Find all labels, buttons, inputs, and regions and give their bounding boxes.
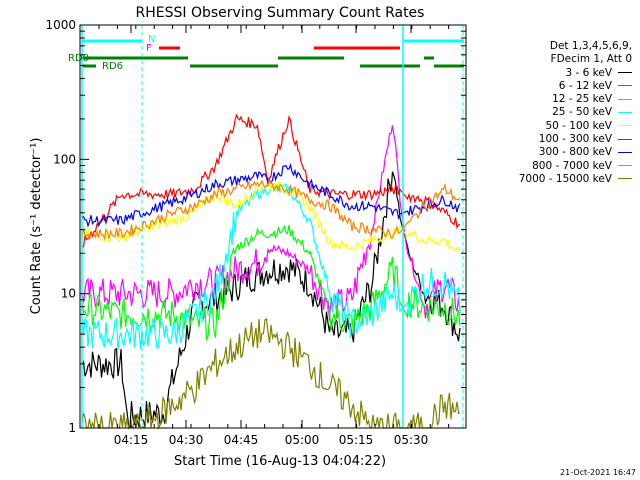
flag-bar xyxy=(404,39,464,43)
flag-label: RD0 xyxy=(68,53,89,64)
legend-label: 100 - 300 keV xyxy=(538,133,612,146)
x-axis-label: Start Time (16-Aug-13 04:04:22) xyxy=(174,454,386,469)
legend-rows: 3 - 6 keV 6 - 12 keV 12 - 25 keV 25 - 50 ke… xyxy=(462,67,632,187)
legend-label: 3 - 6 keV xyxy=(565,66,612,79)
legend-swatch xyxy=(618,151,632,153)
legend-item: 25 - 50 keV xyxy=(462,106,632,119)
legend-item: 800 - 7000 keV xyxy=(462,160,632,173)
series-line-1 xyxy=(81,125,461,321)
timestamp: 21-Oct-2021 16:47 xyxy=(560,468,636,477)
y-axis-label: Count Rate (s⁻¹ detector⁻¹) xyxy=(29,138,44,315)
series-line-2 xyxy=(81,224,461,342)
y-tick-label: 100 xyxy=(53,152,76,166)
x-tick-label: 05:15 xyxy=(339,433,374,447)
flag-bar xyxy=(82,39,142,43)
flag-bar xyxy=(82,64,96,68)
legend-swatch xyxy=(618,98,632,100)
legend-swatch xyxy=(618,165,632,167)
flag-bar xyxy=(190,64,278,68)
series-line-5 xyxy=(81,113,461,248)
legend-label: 12 - 25 keV xyxy=(552,93,612,106)
legend-item: 300 - 800 keV xyxy=(462,146,632,159)
legend-swatch xyxy=(618,125,632,127)
legend-header-line-2: FDecim 1, Att 0 xyxy=(550,53,632,66)
legend-item: 3 - 6 keV xyxy=(462,67,632,80)
legend-item: 6 - 12 keV xyxy=(462,80,632,93)
legend-label: 25 - 50 keV xyxy=(552,106,612,119)
series-line-0 xyxy=(81,171,461,429)
y-tick-label: 10 xyxy=(61,287,76,301)
plot-frame xyxy=(79,24,467,429)
y-tick-label: 1 xyxy=(68,421,76,435)
legend-swatch xyxy=(618,85,632,87)
x-tick-label: 05:00 xyxy=(285,433,320,447)
legend-swatch xyxy=(618,72,632,74)
series-line-6 xyxy=(81,162,461,228)
flag-label: N xyxy=(148,34,155,45)
legend-item: 50 - 100 keV xyxy=(462,120,632,133)
flag-bar xyxy=(159,46,180,50)
y-tick-label: 1000 xyxy=(45,18,76,32)
state-bars xyxy=(82,39,464,68)
x-tick-label: 05:30 xyxy=(394,433,429,447)
legend-item: 12 - 25 keV xyxy=(462,93,632,106)
flag-bar xyxy=(314,46,400,50)
x-tick-label: 04:15 xyxy=(114,433,149,447)
legend-label: 50 - 100 keV xyxy=(545,119,612,132)
flag-bar xyxy=(424,56,434,60)
flag-bar xyxy=(82,56,188,60)
flag-bar xyxy=(360,64,420,68)
flag-bar xyxy=(278,56,344,60)
legend-swatch xyxy=(618,178,632,180)
flag-labels: NF RD0 RD6 xyxy=(68,34,155,72)
legend: Det 1,3,4,5,6,9, FDecim 1, Att 0 3 - 6 k… xyxy=(462,40,632,186)
legend-item: 100 - 300 keV xyxy=(462,133,632,146)
series-line-7 xyxy=(81,178,461,241)
flag-label: F xyxy=(146,43,152,54)
chart-title: RHESSI Observing Summary Count Rates xyxy=(136,5,425,21)
legend-swatch xyxy=(618,111,632,113)
flag-label: RD6 xyxy=(102,61,123,72)
axes: 04:15 04:30 04:45 05:00 05:15 05:30 1 10 100 1000 xyxy=(45,18,466,447)
x-tick-label: 04:45 xyxy=(224,433,259,447)
vertical-markers xyxy=(81,25,464,428)
legend-label: 800 - 7000 keV xyxy=(532,159,612,172)
legend-label: 6 - 12 keV xyxy=(558,79,612,92)
legend-swatch xyxy=(618,138,632,140)
legend-header-line-1: Det 1,3,4,5,6,9, xyxy=(549,40,632,52)
legend-item: 7000 - 15000 keV xyxy=(462,173,632,186)
legend-label: 7000 - 15000 keV xyxy=(518,172,612,185)
flag-bar xyxy=(434,64,464,68)
x-tick-label: 04:30 xyxy=(169,433,204,447)
legend-label: 300 - 800 keV xyxy=(538,146,612,159)
series-line-3 xyxy=(81,183,461,351)
